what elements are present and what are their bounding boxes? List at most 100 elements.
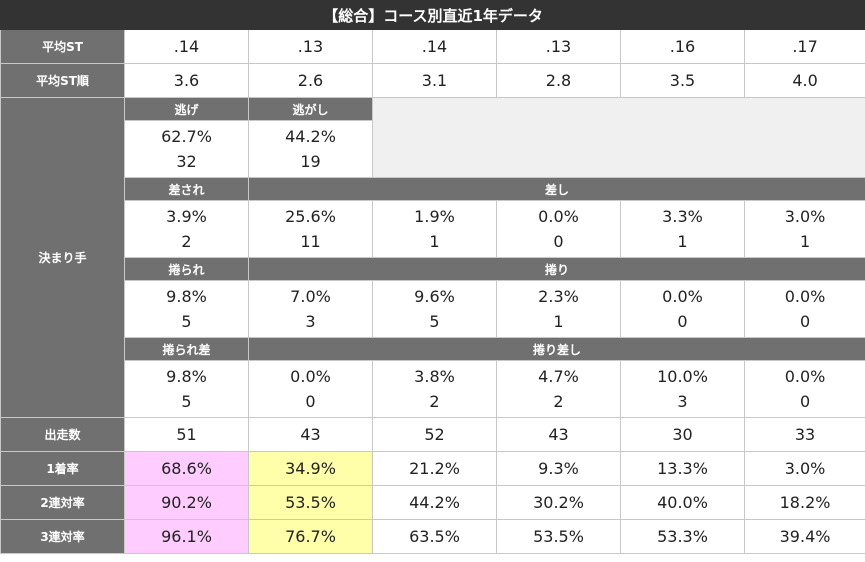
- nigashi-pct: 44.2%: [285, 127, 336, 146]
- makurare-sashi-count: 5: [181, 392, 192, 411]
- top3-rate-course-4: 53.5%: [496, 519, 621, 554]
- starts-course-4: 43: [496, 417, 621, 452]
- makuri-course-2: 7.0% 3: [248, 280, 373, 338]
- nige-label: 逃げ: [124, 97, 249, 121]
- sashi-course-6: 3.0% 1: [743, 200, 865, 258]
- makurare-cell: 9.8% 5: [124, 280, 249, 338]
- sashi-count: 1: [677, 232, 688, 251]
- makuri-sashi-header-row: 捲られ差 捲り差し: [1, 337, 865, 361]
- nige-count: 32: [176, 152, 197, 171]
- makuri-pct: 7.0%: [290, 287, 331, 306]
- avg-st-course-2: .13: [248, 29, 373, 64]
- makuri-course-3: 9.6% 5: [372, 280, 497, 338]
- makuri-sashi-course-4: 4.7% 2: [496, 360, 621, 418]
- makurare-sashi-label: 捲られ差: [124, 337, 249, 361]
- kimarite-label: 決まり手: [0, 97, 125, 418]
- makuri-sashi-count: 2: [553, 392, 564, 411]
- sashi-pct: 25.6%: [285, 207, 336, 226]
- makuri-pct: 2.3%: [538, 287, 579, 306]
- sashi-count: 0: [553, 232, 564, 251]
- makuri-count: 5: [429, 312, 440, 331]
- sashi-pct: 1.9%: [414, 207, 455, 226]
- makuri-pct: 9.6%: [414, 287, 455, 306]
- avg-st-rank-course-1: 3.6: [124, 63, 249, 98]
- sashi-pct: 3.3%: [662, 207, 703, 226]
- makuri-course-4: 2.3% 1: [496, 280, 621, 338]
- makuri-course-5: 0.0% 0: [620, 280, 745, 338]
- makuri-pct: 0.0%: [662, 287, 703, 306]
- avg-st-course-4: .13: [496, 29, 621, 64]
- starts-course-5: 30: [620, 417, 745, 452]
- top2-rate-course-4: 30.2%: [496, 485, 621, 520]
- starts-course-2: 43: [248, 417, 373, 452]
- sashi-value-row: 3.9% 2 25.6% 11 1.9% 1 0.0% 0 3.3% 1 3.0% 1: [1, 200, 865, 258]
- win-rate-course-5: 13.3%: [620, 451, 745, 486]
- makurare-sashi-pct: 9.8%: [166, 367, 207, 386]
- makuri-sashi-course-3: 3.8% 2: [372, 360, 497, 418]
- avg-st-label: 平均ST: [0, 29, 125, 64]
- avg-st-course-5: .16: [620, 29, 745, 64]
- top3-rate-row: 3連対率 96.1% 76.7% 63.5% 53.5% 53.3% 39.4%: [0, 519, 865, 554]
- top3-rate-course-5: 53.3%: [620, 519, 745, 554]
- avg-st-rank-course-2: 2.6: [248, 63, 373, 98]
- sashi-count: 1: [429, 232, 440, 251]
- starts-label: 出走数: [0, 417, 125, 452]
- makuri-sashi-value-row: 9.8% 5 0.0% 0 3.8% 2 4.7% 2 10.0% 3 0.0% 0: [1, 360, 865, 418]
- sashi-label: 差し: [247, 177, 865, 201]
- win-rate-label: 1着率: [0, 451, 125, 486]
- makuri-sashi-pct: 4.7%: [538, 367, 579, 386]
- win-rate-course-3: 21.2%: [372, 451, 497, 486]
- avg-st-course-3: .14: [372, 29, 497, 64]
- makuri-label: 捲り: [247, 257, 865, 281]
- win-rate-course-2: 34.9%: [248, 451, 373, 486]
- sashi-header-row: 差され 差し: [1, 177, 865, 201]
- nige-pct: 62.7%: [161, 127, 212, 146]
- makuri-count: 1: [553, 312, 564, 331]
- sashi-pct: 3.0%: [784, 207, 826, 226]
- avg-st-rank-course-3: 3.1: [372, 63, 497, 98]
- starts-course-1: 51: [124, 417, 249, 452]
- makuri-sashi-count: 3: [677, 392, 688, 411]
- avg-st-rank-course-6: 4.0: [743, 63, 865, 98]
- avg-st-rank-label: 平均ST順: [0, 63, 125, 98]
- empty-area: [371, 97, 865, 178]
- top3-rate-course-2: 76.7%: [248, 519, 373, 554]
- nigashi-count: 19: [300, 152, 321, 171]
- win-rate-course-4: 9.3%: [496, 451, 621, 486]
- avg-st-course-1: .14: [124, 29, 249, 64]
- makuri-sashi-label: 捲り差し: [247, 337, 865, 361]
- avg-st-row: 平均ST .14 .13 .14 .13 .16 .17: [0, 29, 865, 64]
- top3-rate-course-1: 96.1%: [124, 519, 249, 554]
- makurare-pct: 9.8%: [166, 287, 207, 306]
- starts-course-3: 52: [372, 417, 497, 452]
- sasare-cell: 3.9% 2: [124, 200, 249, 258]
- makuri-header-row: 捲られ 捲り: [1, 257, 865, 281]
- avg-st-course-6: .17: [743, 29, 865, 64]
- nigashi-cell: 44.2% 19: [248, 120, 373, 178]
- sashi-course-3: 1.9% 1: [372, 200, 497, 258]
- makuri-count: 0: [799, 312, 811, 331]
- makuri-sashi-course-2: 0.0% 0: [248, 360, 373, 418]
- nigashi-label: 逃がし: [248, 97, 373, 121]
- top3-rate-course-6: 39.4%: [743, 519, 865, 554]
- makuri-sashi-pct: 0.0%: [290, 367, 331, 386]
- makuri-sashi-pct: 0.0%: [784, 367, 826, 386]
- makuri-sashi-course-5: 10.0% 3: [620, 360, 745, 418]
- top2-rate-course-6: 18.2%: [743, 485, 865, 520]
- sashi-course-4: 0.0% 0: [496, 200, 621, 258]
- top2-rate-course-1: 90.2%: [124, 485, 249, 520]
- sashi-course-5: 3.3% 1: [620, 200, 745, 258]
- sashi-count: 11: [300, 232, 321, 251]
- sasare-label: 差され: [124, 177, 249, 201]
- nige-header-row: 決まり手 逃げ 逃がし: [0, 97, 865, 418]
- sasare-count: 2: [181, 232, 192, 251]
- makuri-count: 0: [677, 312, 688, 331]
- makuri-sashi-count: 2: [429, 392, 440, 411]
- makuri-course-6: 0.0% 0: [743, 280, 865, 338]
- avg-st-rank-course-5: 3.5: [620, 63, 745, 98]
- top3-rate-label: 3連対率: [0, 519, 125, 554]
- sashi-count: 1: [799, 232, 811, 251]
- starts-row: 出走数 51 43 52 43 30 33: [0, 417, 865, 452]
- win-rate-row: 1着率 68.6% 34.9% 21.2% 9.3% 13.3% 3.0%: [0, 451, 865, 486]
